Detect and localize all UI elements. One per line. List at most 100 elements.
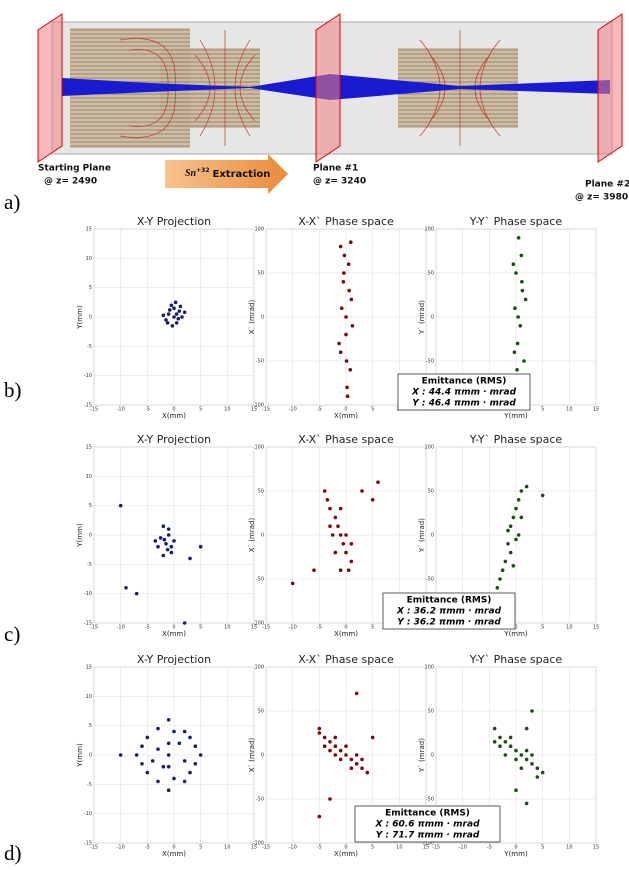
point — [172, 777, 176, 781]
x-axis-label: X(mm) — [334, 630, 358, 638]
point — [336, 524, 340, 528]
point — [515, 368, 519, 372]
x-tick-label: -5 — [317, 625, 322, 631]
chart-title: X-Y Projection — [137, 215, 211, 228]
x-tick-label: -5 — [145, 845, 150, 851]
plane-z: @ z= 3240 — [313, 177, 366, 187]
x-tick-label: 10 — [566, 407, 572, 413]
x-tick-label: -5 — [317, 845, 322, 851]
y-tick-label: -100 — [253, 621, 264, 627]
emittance-x: X : 60.6 πmm · mrad — [374, 820, 480, 830]
point — [162, 524, 166, 528]
x-tick-label: 10 — [566, 845, 572, 851]
point — [506, 529, 510, 533]
y-tick-label: 0 — [89, 315, 92, 321]
point — [348, 368, 352, 372]
point — [183, 780, 187, 784]
point — [509, 736, 513, 740]
point — [339, 568, 343, 572]
point — [162, 554, 166, 558]
point — [318, 815, 322, 819]
point — [524, 298, 528, 302]
x-tick-label: -10 — [289, 845, 297, 851]
plane-label: Plane #1 — [313, 164, 358, 174]
point — [331, 533, 335, 537]
y-tick-label: -50 — [426, 577, 434, 583]
x-tick-label: -5 — [145, 407, 150, 413]
y-tick-label: 100 — [424, 665, 434, 671]
y-tick-label: 5 — [89, 503, 92, 509]
point — [345, 386, 349, 390]
y-tick-label: 10 — [86, 474, 92, 480]
point — [135, 592, 139, 596]
panel-label: d) — [4, 841, 22, 865]
point — [183, 311, 187, 315]
point — [520, 766, 524, 770]
x-tick-label: 10 — [224, 845, 230, 851]
point — [371, 498, 375, 502]
point — [360, 489, 364, 493]
point — [514, 538, 518, 542]
y-axis-label: Y` (mrad) — [418, 300, 426, 335]
point — [334, 516, 338, 520]
point — [119, 753, 123, 757]
point — [328, 749, 332, 753]
y-axis-label: X` (mrad) — [248, 738, 256, 773]
point — [355, 692, 359, 696]
x-axis-label: X(mm) — [162, 412, 186, 420]
y-tick-label: -5 — [87, 562, 92, 568]
y-tick-label: 10 — [86, 256, 92, 262]
y-tick-label: -15 — [84, 621, 92, 627]
point — [170, 303, 174, 307]
point — [350, 766, 354, 770]
x-tick-label: -10 — [289, 625, 297, 631]
point — [525, 485, 529, 489]
y-tick-label: 100 — [254, 227, 264, 233]
point — [355, 753, 359, 757]
point — [323, 736, 327, 740]
point — [536, 775, 540, 779]
plane-z: @ z= 2490 — [44, 177, 97, 187]
point — [520, 753, 524, 757]
point — [521, 289, 525, 293]
point — [350, 542, 354, 546]
x-tick-label: 5 — [541, 625, 544, 631]
point — [334, 753, 338, 757]
point — [498, 736, 502, 740]
point — [509, 744, 513, 748]
point — [509, 551, 513, 555]
point — [167, 788, 171, 792]
emittance-y: Y : 71.7 πmm · mrad — [376, 831, 480, 841]
point — [178, 309, 182, 313]
x-tick-label: 15 — [593, 845, 599, 851]
point — [509, 524, 513, 528]
point — [506, 542, 510, 546]
chart-title: Y-Y` Phase space — [469, 215, 563, 228]
point — [518, 324, 522, 328]
point — [344, 533, 348, 537]
plane-label: Starting Plane — [38, 164, 111, 174]
point — [350, 560, 354, 564]
point — [167, 741, 171, 745]
point — [343, 254, 347, 258]
point — [339, 507, 343, 511]
x-tick-label: -10 — [459, 845, 467, 851]
point — [516, 342, 520, 346]
point — [180, 315, 184, 319]
point — [166, 321, 170, 325]
point — [334, 744, 338, 748]
y-tick-label: 50 — [428, 271, 434, 277]
point — [151, 759, 155, 763]
point — [199, 545, 203, 549]
charge: +32 — [196, 167, 209, 174]
x-axis-label: Y(mm) — [503, 630, 528, 638]
y-tick-label: -100 — [253, 841, 264, 847]
point — [166, 548, 170, 552]
point — [326, 498, 330, 502]
x-tick-label: 10 — [224, 625, 230, 631]
x-tick-label: 5 — [199, 625, 202, 631]
point — [516, 315, 520, 319]
point — [323, 489, 327, 493]
point — [517, 533, 521, 537]
point — [328, 797, 332, 801]
